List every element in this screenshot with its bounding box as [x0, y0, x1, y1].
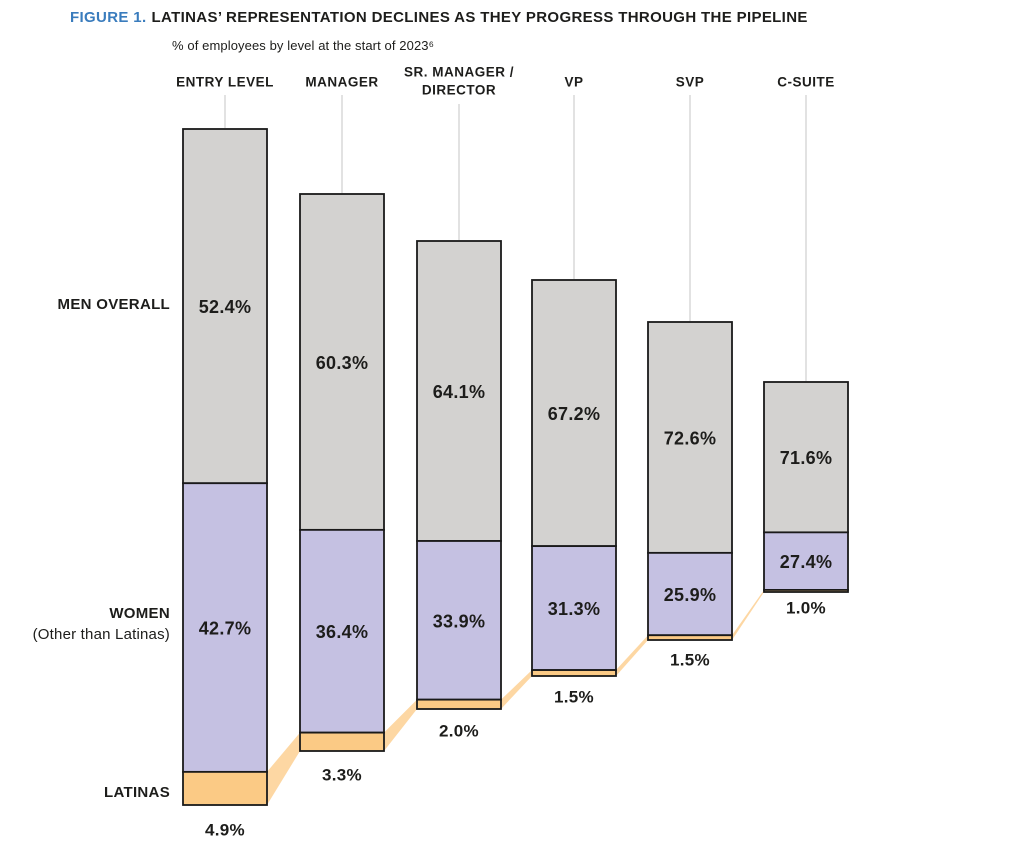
column-header-manager: MANAGER: [305, 75, 378, 90]
value-label-c-suite-latinas: 1.0%: [786, 599, 826, 618]
latinas-flow-ribbon: [732, 589, 764, 640]
bar-sr-manager-director-latinas-segment: [416, 698, 502, 710]
value-label-vp-women: 31.3%: [548, 599, 601, 619]
value-label-c-suite-women: 27.4%: [780, 552, 833, 572]
column-header-vp: VP: [564, 75, 583, 90]
value-label-entry-level-women: 42.7%: [199, 619, 252, 639]
bar-c-suite-latinas-segment: [763, 589, 849, 593]
column-header-sr-manager-director: SR. MANAGER /: [404, 65, 514, 80]
row-label-men-overall: MEN OVERALL: [57, 296, 170, 313]
bar-manager-men-segment: [299, 193, 385, 531]
bar-svp-men-segment: [647, 321, 733, 554]
bar-entry-level-latinas-segment: [182, 770, 268, 806]
bar-manager-women-segment: [299, 528, 385, 734]
value-label-vp-men: 67.2%: [548, 404, 601, 424]
bar-vp-women-segment: [531, 545, 617, 671]
bar-vp-men-segment: [531, 279, 617, 548]
value-label-entry-level-men: 52.4%: [199, 297, 252, 317]
column-header-c-suite: C-SUITE: [777, 75, 835, 90]
column-header-svp: SVP: [676, 75, 705, 90]
bar-c-suite-men-segment: [763, 381, 849, 534]
bar-svp-women-segment: [647, 551, 733, 637]
bar-manager-latinas-segment: [299, 731, 385, 752]
row-label-latinas: LATINAS: [104, 784, 170, 801]
value-label-manager-women: 36.4%: [316, 622, 369, 642]
column-header-sr-manager-director: DIRECTOR: [422, 83, 496, 98]
value-label-svp-latinas: 1.5%: [670, 651, 710, 670]
value-label-sr-manager-director-women: 33.9%: [433, 611, 486, 631]
chart-title-text: LATINAS’ REPRESENTATION DECLINES AS THEY…: [151, 9, 808, 26]
column-header-entry-level: ENTRY LEVEL: [176, 75, 274, 90]
latinas-flow-ribbon: [501, 670, 532, 709]
value-label-manager-men: 60.3%: [316, 353, 369, 373]
latinas-flow-ribbon: [384, 699, 417, 751]
value-label-vp-latinas: 1.5%: [554, 688, 594, 707]
bar-entry-level-women-segment: [182, 482, 268, 773]
row-label-women-line2: (Other than Latinas): [32, 626, 170, 643]
row-label-women: WOMEN (Other than Latinas): [0, 603, 170, 645]
value-label-c-suite-men: 71.6%: [780, 448, 833, 468]
row-label-women-line1: WOMEN: [109, 605, 170, 622]
chart-title: FIGURE 1. LATINAS’ REPRESENTATION DECLINE…: [70, 9, 808, 26]
value-label-svp-women: 25.9%: [664, 585, 717, 605]
value-label-sr-manager-director-latinas: 2.0%: [439, 722, 479, 741]
bar-c-suite-women-segment: [763, 531, 849, 591]
latinas-flow-ribbon: [616, 635, 648, 676]
chart-subtitle: % of employees by level at the start of …: [172, 38, 435, 53]
latinas-flow-ribbon: [267, 732, 300, 805]
figure-label: FIGURE 1.: [70, 9, 147, 26]
bar-svp-latinas-segment: [647, 634, 733, 641]
bar-vp-latinas-segment: [531, 669, 617, 677]
value-label-entry-level-latinas: 4.9%: [205, 821, 245, 840]
value-label-svp-men: 72.6%: [664, 428, 717, 448]
value-label-manager-latinas: 3.3%: [322, 766, 362, 785]
value-label-sr-manager-director-men: 64.1%: [433, 382, 486, 402]
